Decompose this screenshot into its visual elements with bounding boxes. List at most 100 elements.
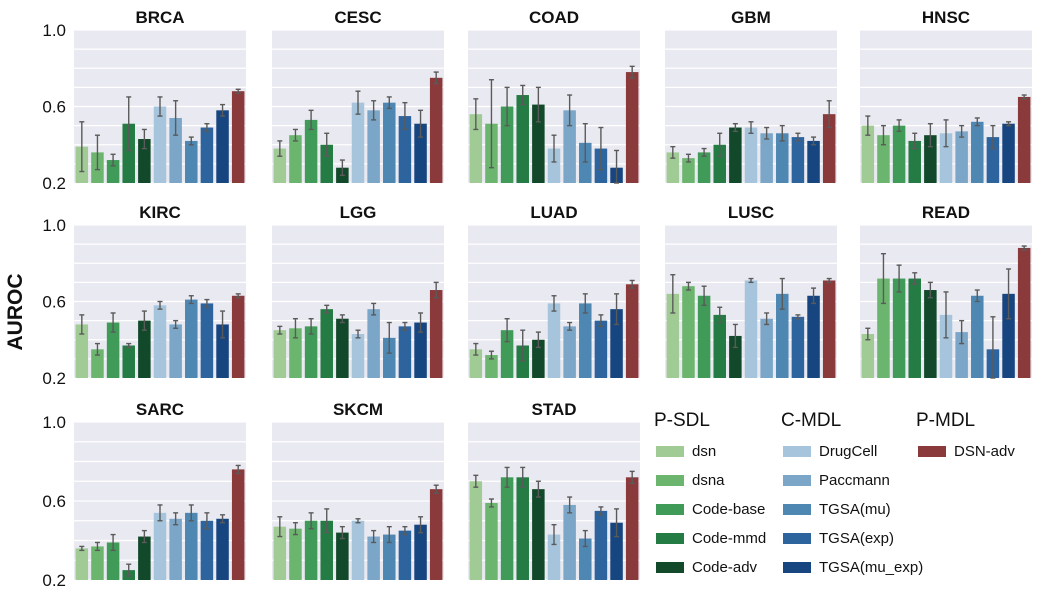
legend-label: dsna <box>692 472 725 489</box>
bar-drugcell <box>153 512 167 580</box>
bar-tgsa(exp) <box>398 326 412 378</box>
bar-code-base <box>500 106 514 183</box>
panel-title: SKCM <box>333 400 383 419</box>
bar-tgsa(exp) <box>200 303 214 378</box>
bar-dsn-adv <box>231 469 245 580</box>
bar-code-adv <box>924 290 937 378</box>
bar-tgsa(mu) <box>971 121 984 183</box>
bar-paccmann <box>563 504 576 580</box>
legend-label: DrugCell <box>819 443 877 460</box>
legend-label: Code-adv <box>692 559 758 576</box>
bar-code-mmd <box>320 309 333 378</box>
bar-paccmann <box>760 318 773 378</box>
bar-tgsa(mu) <box>776 293 789 378</box>
legend: P-SDL dsn dsna Code-base Code-mmd Code-adv C-M… <box>654 410 1015 576</box>
bar-code-base <box>892 125 906 183</box>
bar-dsn <box>861 125 875 183</box>
bar-dsna <box>91 546 104 580</box>
bar-tgsa(mu_exp) <box>216 110 229 183</box>
panel-stad: STAD <box>468 400 640 581</box>
bar-code-base <box>500 330 514 378</box>
legend-swatch <box>783 562 811 573</box>
y-tick-label: 0.6 <box>42 98 66 117</box>
legend-group-title: C-MDL <box>781 410 841 431</box>
bar-code-adv <box>729 127 742 183</box>
bar-drugcell <box>351 520 365 580</box>
bar-dsn-adv <box>625 284 639 378</box>
bar-drugcell <box>547 148 561 183</box>
bar-paccmann <box>367 309 380 378</box>
legend-swatch <box>656 446 684 457</box>
bar-paccmann <box>169 518 182 580</box>
bar-code-base <box>304 520 318 580</box>
bar-tgsa(exp) <box>594 320 608 378</box>
panel-sarc: SARC 1.0 0.6 0.2 <box>42 400 246 590</box>
bar-paccmann <box>563 110 576 183</box>
bar-code-adv <box>336 532 349 580</box>
panel-title: READ <box>922 203 970 222</box>
bar-paccmann <box>955 131 968 183</box>
y-tick-label: 0.6 <box>42 492 66 511</box>
legend-swatch <box>783 446 811 457</box>
bar-tgsa(mu_exp) <box>807 140 820 183</box>
bar-drugcell <box>153 106 167 183</box>
bar-dsna <box>877 135 890 183</box>
legend-label: TGSA(mu) <box>819 501 891 518</box>
bar-dsn <box>75 324 89 378</box>
bar-code-base <box>500 477 514 580</box>
bar-code-base <box>106 322 120 378</box>
bar-code-mmd <box>516 477 529 580</box>
y-tick-label: 1.0 <box>42 413 66 432</box>
bar-paccmann <box>169 117 182 183</box>
bar-dsn <box>273 330 287 378</box>
panel-title: LUAD <box>530 203 577 222</box>
bar-tgsa(mu_exp) <box>610 309 623 378</box>
legend-item: TGSA(mu_exp) <box>783 559 923 576</box>
bar-tgsa(mu_exp) <box>610 522 623 580</box>
bar-code-adv <box>532 489 545 580</box>
panel-title: LUSC <box>728 203 774 222</box>
legend-swatch <box>656 475 684 486</box>
bar-tgsa(exp) <box>200 127 214 183</box>
bar-tgsa(exp) <box>398 530 412 580</box>
bar-dsn <box>469 481 483 580</box>
panel-lusc: LUSC <box>665 203 837 379</box>
bar-paccmann <box>367 110 380 183</box>
legend-item: Code-base <box>656 501 765 518</box>
bar-paccmann <box>367 536 380 580</box>
bar-tgsa(mu_exp) <box>216 518 229 580</box>
bar-drugcell <box>744 127 758 183</box>
legend-group-title: P-SDL <box>654 410 710 431</box>
bar-tgsa(mu) <box>971 295 984 378</box>
bar-dsn-adv <box>429 77 443 183</box>
bar-dsn <box>273 526 287 580</box>
legend-swatch <box>783 475 811 486</box>
bar-tgsa(exp) <box>986 137 1000 183</box>
bar-tgsa(mu) <box>185 299 198 378</box>
bar-code-mmd <box>713 144 726 183</box>
bar-drugcell <box>939 314 953 378</box>
bar-dsn <box>469 349 483 378</box>
legend-swatch <box>918 446 946 457</box>
legend-item: Code-adv <box>656 559 758 576</box>
legend-item: dsna <box>656 472 725 489</box>
bar-paccmann <box>760 133 773 183</box>
panel-lgg: LGG <box>272 203 444 379</box>
bar-dsn <box>273 148 287 183</box>
bar-code-adv <box>138 139 151 183</box>
bar-tgsa(mu) <box>185 512 198 580</box>
bar-paccmann <box>563 326 576 378</box>
bar-dsna <box>485 355 498 378</box>
bar-dsna <box>485 502 498 580</box>
bar-code-mmd <box>122 345 135 378</box>
bar-dsna <box>877 278 890 378</box>
bar-dsn-adv <box>822 280 836 378</box>
bar-drugcell <box>547 534 561 580</box>
panel-title: BRCA <box>135 8 184 27</box>
bar-tgsa(exp) <box>594 510 608 580</box>
bar-tgsa(mu_exp) <box>414 322 427 378</box>
bar-dsna <box>682 286 695 378</box>
panel-title: SARC <box>136 400 184 419</box>
bar-code-adv <box>336 318 349 378</box>
